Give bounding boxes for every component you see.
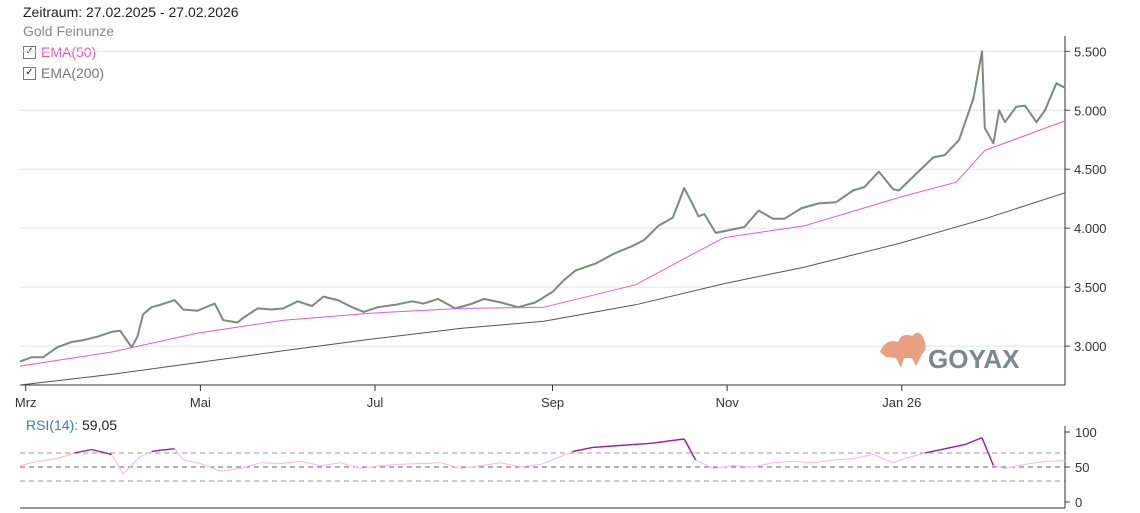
rsi-segment-2 [57, 452, 75, 460]
xtick-label-5: Jan 26 [882, 395, 921, 410]
legend-ema50-label: EMA(50) [41, 44, 97, 60]
rsi-segment-55 [1004, 463, 1026, 469]
rsi-segment-42 [772, 460, 794, 464]
xtick-label-2: Jul [367, 395, 384, 410]
rsi-segment-36 [672, 438, 685, 442]
rsi-segment-56 [1024, 460, 1046, 465]
rsi-segment-40 [732, 465, 753, 468]
rsi-segment-11 [183, 459, 201, 464]
rsi-segment-27 [500, 462, 522, 468]
xtick-label-0: Mrz [15, 395, 37, 410]
goyax-logo: GOYAX [880, 332, 1020, 374]
period-label: Zeitraum: 27.02.2025 - 27.02.2026 [23, 4, 239, 20]
rsi-segment-53 [981, 437, 995, 466]
rsi-segment-13 [220, 467, 241, 472]
rsi-segment-32 [592, 445, 613, 449]
ytick-label-rsi-1: 50 [1075, 460, 1089, 475]
rsi-segment-31 [572, 446, 593, 453]
rsi-segment-49 [904, 452, 925, 460]
rsi-segment-4 [91, 448, 112, 456]
rsi-segment-24 [440, 462, 462, 469]
rsi-segment-22 [400, 463, 421, 465]
rsi-segment-25 [460, 465, 482, 469]
ytick-label-main-1: 3.500 [1074, 280, 1107, 295]
rsi-segment-43 [792, 460, 814, 464]
ytick-label-rsi-0: 0 [1075, 495, 1082, 510]
rsi-segment-7 [140, 451, 152, 457]
rsi-segment-14 [240, 462, 261, 469]
rsi-segment-46 [853, 453, 874, 460]
rsi-segment-48 [893, 458, 905, 464]
rsi-segment-18 [320, 462, 341, 467]
rsi-segment-0 [19, 460, 38, 467]
series-line-0 [19, 50, 1066, 363]
ytick-label-main-3: 4.500 [1074, 162, 1107, 177]
series-line-2 [19, 192, 1066, 386]
rsi-segment-6 [122, 456, 141, 475]
rsi-segment-8 [151, 449, 161, 453]
rsi-segment-26 [480, 462, 502, 467]
ytick-label-main-4: 5.000 [1074, 103, 1107, 118]
rsi-segment-10 [174, 448, 184, 461]
rsi-segment-19 [340, 462, 361, 469]
rsi-segment-38 [695, 459, 714, 469]
rsi-segment-16 [280, 460, 301, 464]
rsi-segment-39 [712, 465, 733, 469]
logo-text: GOYAX [928, 344, 1020, 374]
rsi-segment-9 [160, 448, 175, 451]
rsi-segment-57 [1044, 460, 1066, 462]
rsi-segment-37 [683, 438, 697, 461]
series-line-1 [19, 120, 1066, 367]
rsi-segment-54 [993, 465, 1005, 469]
rsi-segment-20 [360, 465, 381, 469]
rsi-colon: : [74, 417, 79, 433]
ytick-label-main-0: 3.000 [1074, 339, 1107, 354]
rsi-segment-29 [540, 458, 556, 465]
rsi-segment-45 [833, 458, 854, 461]
ytick-label-main-2: 4.000 [1074, 221, 1107, 236]
rsi-segment-50 [924, 448, 945, 454]
rsi-label: RSI(14) [26, 417, 75, 433]
xtick-label-3: Sep [541, 395, 564, 410]
checkbox-ema200[interactable]: ✓ [23, 66, 36, 80]
xtick-label-4: Nov [716, 395, 740, 410]
rsi-segment-33 [612, 443, 633, 447]
rsi-segment-3 [74, 448, 92, 454]
rsi-segment-12 [200, 463, 221, 472]
rsi-segment-15 [260, 462, 281, 464]
rsi-segment-41 [752, 462, 774, 468]
rsi-segment-17 [300, 460, 321, 467]
rsi-segment-52 [964, 436, 983, 446]
rsi-segment-21 [380, 463, 401, 467]
rsi-segment-28 [520, 463, 542, 468]
rsi-segment-23 [420, 462, 441, 464]
ytick-label-rsi-2: 100 [1075, 425, 1097, 440]
ytick-label-main-5: 5.500 [1074, 44, 1107, 59]
rsi-segment-1 [37, 458, 58, 462]
rsi-header: RSI(14): 59,05 [26, 417, 117, 433]
xtick-label-1: Mai [190, 395, 211, 410]
rsi-segment-51 [944, 443, 965, 450]
rsi-segment-47 [872, 453, 894, 464]
instrument-label: Gold Feinunze [23, 23, 115, 39]
rsi-segment-44 [812, 459, 834, 464]
rsi-segment-35 [652, 439, 673, 444]
legend-ema200[interactable]: ✓ EMA(200) [23, 65, 104, 81]
bull-icon [880, 332, 926, 368]
rsi-segment-30 [555, 451, 573, 460]
legend-ema200-label: EMA(200) [41, 65, 105, 81]
rsi-segment-34 [632, 442, 653, 446]
rsi-value: 59,05 [82, 417, 118, 433]
rsi-segment-5 [111, 454, 124, 475]
